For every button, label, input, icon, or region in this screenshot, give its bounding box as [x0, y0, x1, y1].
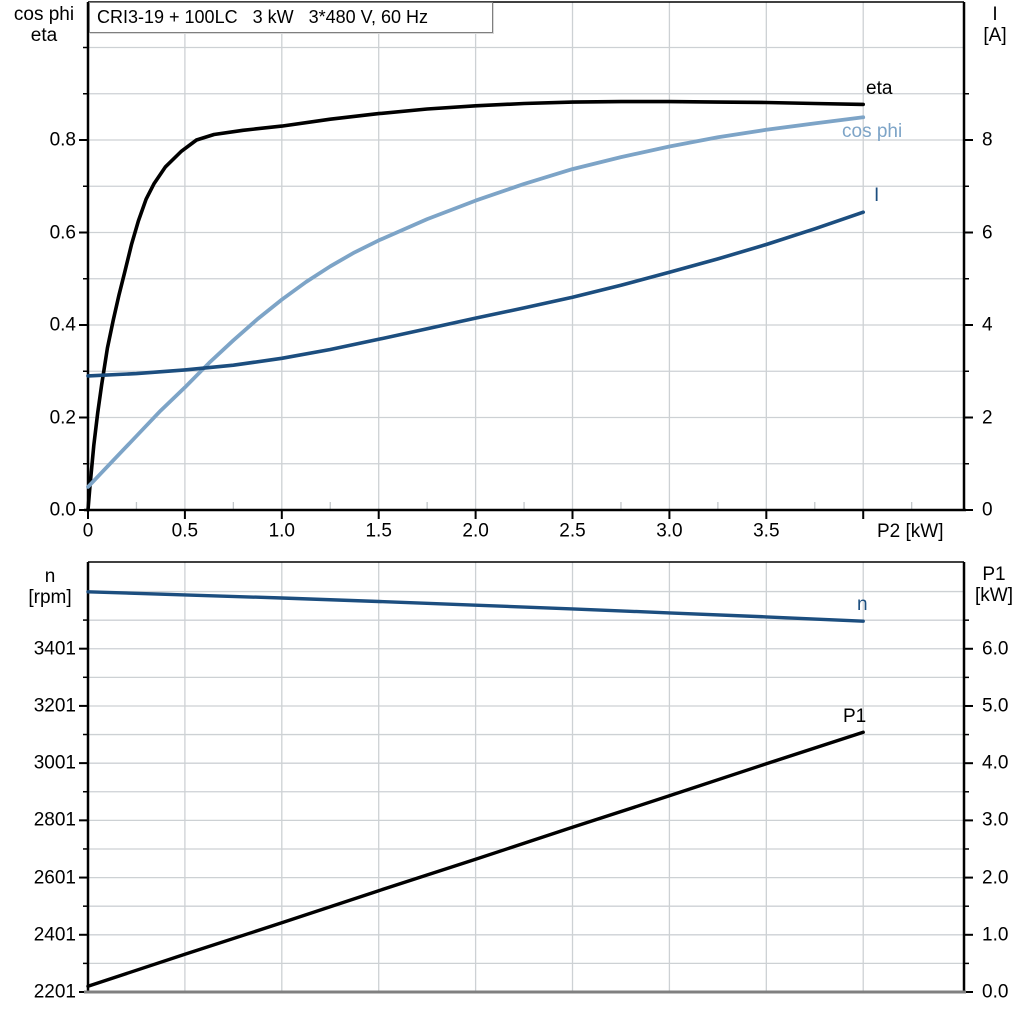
- tick-label: 6: [982, 222, 993, 243]
- curve-eta: [86, 99, 865, 512]
- tick-label: 3.0: [982, 809, 1009, 831]
- tick-label: 0: [982, 499, 993, 521]
- axis-title-line: [rpm]: [28, 587, 72, 608]
- bottom-left-axis-title: n [rpm]: [12, 566, 88, 608]
- tick-label: 3.5: [753, 520, 780, 542]
- curve-p1: [86, 730, 865, 988]
- axis-title-line: I: [992, 4, 998, 25]
- tick-label: 2201: [33, 981, 76, 1003]
- tick-label: 2.0: [462, 520, 489, 542]
- tick-label: 3.0: [656, 520, 683, 542]
- tick-label: 0.0: [982, 981, 1009, 1003]
- axis-title-line: eta: [30, 25, 58, 46]
- tick-label: 3401: [33, 638, 76, 660]
- tick-label: 4.0: [982, 752, 1009, 774]
- curve-label-cos-phi: cos phi: [842, 121, 903, 142]
- curve-label-current: I: [874, 185, 880, 206]
- curve-label-n: n: [857, 594, 868, 615]
- chart-title: CRI3-19 + 100LC 3 kW 3*480 V, 60 Hz: [97, 7, 429, 27]
- tick-label: 0: [82, 520, 94, 542]
- tick-label: 2801: [33, 809, 76, 831]
- tick-label: 0.8: [49, 129, 76, 151]
- curve-i: [86, 210, 865, 378]
- curve-label-eta: eta: [866, 78, 893, 99]
- tick-label: 1.0: [268, 520, 296, 542]
- tick-label: 6.0: [982, 638, 1009, 660]
- axis-title-line: cos phi: [13, 4, 75, 25]
- tick-label: 1.5: [365, 520, 392, 542]
- tick-label: 3201: [33, 695, 76, 717]
- tick-label: 2: [982, 407, 993, 428]
- tick-label: 8: [982, 129, 993, 151]
- tick-label: 0.4: [49, 314, 76, 336]
- tick-label: 4: [982, 314, 993, 336]
- tick-label: 0.6: [49, 222, 76, 243]
- tick-label: 0.5: [171, 520, 199, 542]
- chart-title-box: CRI3-19 + 100LC 3 kW 3*480 V, 60 Hz: [89, 2, 493, 33]
- tick-label: 2.0: [982, 867, 1009, 889]
- curve-label-p1: P1: [843, 706, 867, 727]
- top-left-axis-title: cos phi eta: [2, 4, 86, 46]
- x-axis-title-p2: P2 [kW]: [877, 521, 944, 542]
- tick-label: 5.0: [982, 695, 1009, 717]
- tick-label: 2401: [33, 924, 76, 946]
- tick-label: 1.0: [982, 924, 1009, 946]
- bottom-right-axis-title: P1 [kW]: [964, 564, 1024, 606]
- curve-n: [86, 590, 865, 623]
- axis-title-line: n: [44, 566, 56, 587]
- top-right-axis-title: I [A]: [966, 4, 1024, 46]
- tick-label: 2.5: [559, 520, 586, 542]
- tick-label: 0.2: [49, 407, 76, 428]
- curve-cos-phi: [86, 115, 866, 489]
- axis-title-line: P1: [982, 564, 1006, 585]
- axis-title-line: [A]: [983, 25, 1007, 46]
- tick-label: 0.0: [49, 499, 76, 521]
- tick-label: 2601: [33, 867, 76, 889]
- tick-label: 3001: [33, 752, 76, 774]
- axis-title-line: [kW]: [975, 585, 1013, 606]
